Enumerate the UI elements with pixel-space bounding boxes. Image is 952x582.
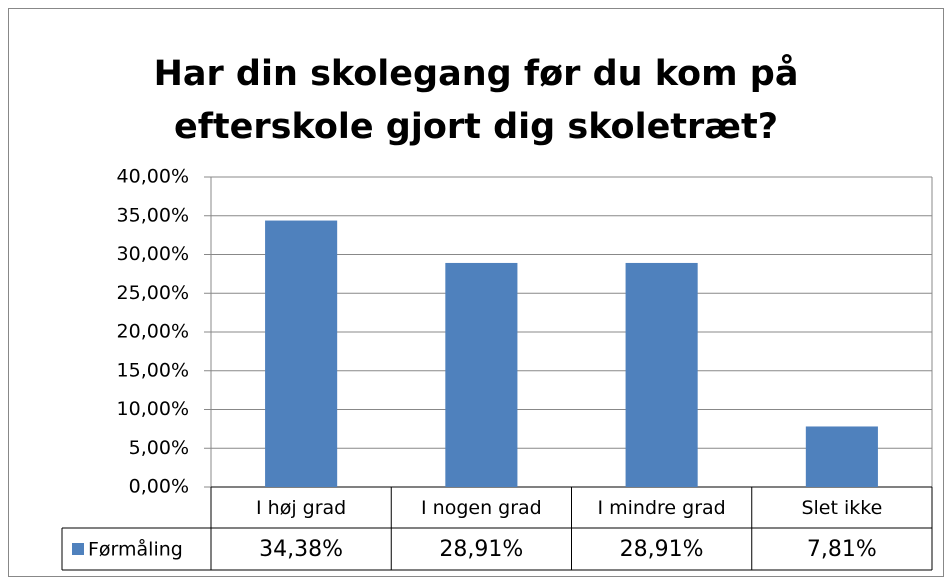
bar bbox=[805, 426, 878, 487]
y-tick-label: 0,00% bbox=[129, 476, 189, 498]
y-tick-label: 40,00% bbox=[117, 166, 189, 188]
chart-title: Har din skolegang før du kom på bbox=[154, 53, 799, 94]
y-tick-label: 10,00% bbox=[117, 398, 189, 420]
x-tick-label: I mindre grad bbox=[598, 497, 726, 519]
y-tick-label: 15,00% bbox=[117, 359, 189, 381]
bar bbox=[265, 220, 338, 487]
x-tick-label: Slet ikke bbox=[801, 497, 882, 519]
y-tick-label: 35,00% bbox=[117, 204, 189, 226]
table-value: 7,81% bbox=[807, 537, 877, 562]
chart-title: efterskole gjort dig skoletræt? bbox=[174, 107, 778, 147]
table-value: 28,91% bbox=[439, 537, 523, 562]
y-tick-label: 30,00% bbox=[117, 243, 189, 265]
y-tick-label: 25,00% bbox=[117, 282, 189, 304]
y-tick-label: 20,00% bbox=[117, 321, 189, 343]
legend-label: Førmåling bbox=[88, 538, 183, 561]
y-tick-label: 5,00% bbox=[129, 437, 189, 459]
table-value: 34,38% bbox=[259, 537, 343, 562]
x-tick-label: I nogen grad bbox=[421, 497, 542, 519]
table-value: 28,91% bbox=[620, 537, 704, 562]
legend-swatch bbox=[72, 543, 84, 555]
bar bbox=[625, 262, 698, 487]
x-tick-label: I høj grad bbox=[256, 497, 346, 519]
bar bbox=[445, 262, 518, 487]
